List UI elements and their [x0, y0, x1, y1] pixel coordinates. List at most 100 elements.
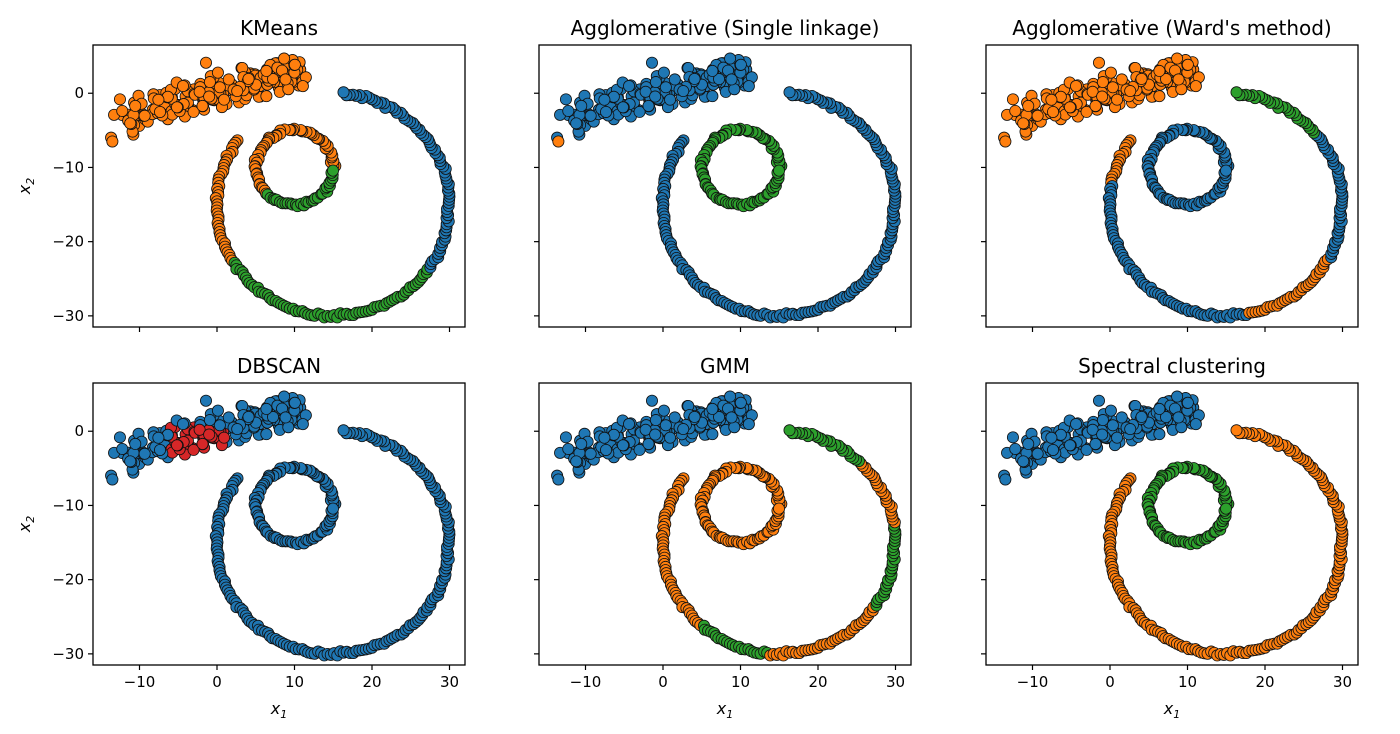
- data-point: [725, 73, 738, 86]
- data-point: [282, 421, 295, 434]
- data-point: [734, 58, 747, 71]
- data-point: [706, 64, 719, 77]
- subplot-2: Agglomerative (Single linkage): [534, 16, 912, 332]
- data-point: [1009, 104, 1022, 117]
- data-point: [1135, 410, 1148, 423]
- data-point: [706, 402, 719, 415]
- y-tick-label: 0: [74, 422, 84, 440]
- data-point: [211, 66, 224, 79]
- data-point: [1111, 431, 1124, 444]
- data-point: [129, 99, 142, 112]
- data-point: [218, 93, 231, 106]
- data-point: [668, 73, 681, 86]
- plot-frame: [538, 44, 912, 328]
- data-point: [664, 93, 677, 106]
- x-tick-label: −10: [124, 673, 156, 691]
- data-point: [278, 390, 291, 403]
- data-point: [639, 423, 652, 436]
- x-tick-label: 20: [1255, 673, 1274, 691]
- data-point: [1171, 52, 1184, 65]
- data-point: [1017, 117, 1030, 130]
- x-tick-label: 0: [212, 673, 222, 691]
- data-point: [222, 411, 235, 424]
- data-point: [639, 85, 652, 98]
- scatter-points: [105, 390, 456, 662]
- plot-frame: [538, 382, 912, 666]
- data-point: [633, 105, 646, 118]
- data-point: [213, 419, 226, 432]
- data-point: [1045, 431, 1058, 444]
- data-point: [260, 90, 273, 103]
- data-point: [242, 410, 255, 423]
- data-point: [617, 101, 630, 114]
- data-point: [1096, 414, 1109, 427]
- data-point: [1031, 447, 1044, 460]
- data-point: [688, 72, 701, 85]
- data-point: [152, 93, 165, 106]
- data-point: [1124, 85, 1137, 98]
- data-point: [1092, 56, 1105, 69]
- data-point: [1080, 105, 1093, 118]
- data-point: [668, 411, 681, 424]
- data-point: [196, 99, 209, 112]
- data-point: [129, 437, 142, 450]
- x-tick-label: 30: [440, 673, 459, 691]
- subplot-3: Agglomerative (Ward's method): [981, 16, 1359, 332]
- data-point: [570, 455, 583, 468]
- x-tick-label: −10: [570, 673, 602, 691]
- plot-frame: [985, 382, 1359, 666]
- data-point: [1047, 105, 1060, 118]
- data-point: [231, 85, 244, 98]
- y-tick-label: 0: [74, 84, 84, 102]
- data-point: [645, 56, 658, 69]
- x-axis-label: x1: [1163, 699, 1180, 721]
- plot-frame: [92, 382, 466, 666]
- data-point: [1104, 404, 1117, 417]
- data-point: [772, 502, 785, 515]
- data-point: [677, 423, 690, 436]
- data-point: [218, 431, 231, 444]
- y-tick-label: −10: [52, 158, 84, 176]
- data-point: [1153, 428, 1166, 441]
- subplot-1: KMeans 0 −10 −20 −30 x2: [15, 16, 466, 332]
- data-point: [203, 90, 216, 103]
- y-tick-label: −20: [52, 571, 84, 589]
- data-point: [728, 421, 741, 434]
- data-point: [1230, 424, 1243, 437]
- data-point: [1230, 86, 1243, 99]
- data-point: [657, 404, 670, 417]
- data-point: [196, 437, 209, 450]
- data-point: [772, 164, 785, 177]
- data-point: [1064, 439, 1077, 452]
- data-point: [1106, 81, 1119, 94]
- data-point: [598, 431, 611, 444]
- data-point: [1106, 419, 1119, 432]
- x-tick-label: 0: [1105, 673, 1115, 691]
- data-point: [713, 411, 726, 424]
- data-point: [1171, 390, 1184, 403]
- data-point: [742, 80, 755, 93]
- data-point: [1219, 164, 1232, 177]
- data-point: [623, 80, 636, 93]
- data-point: [724, 390, 737, 403]
- data-point: [642, 99, 655, 112]
- data-point: [706, 90, 719, 103]
- data-point: [677, 85, 690, 98]
- data-point: [154, 105, 167, 118]
- data-point: [649, 76, 662, 89]
- data-point: [288, 58, 301, 71]
- data-point: [1189, 418, 1202, 431]
- y-tick-label: −30: [52, 307, 84, 325]
- data-point: [598, 93, 611, 106]
- data-point: [242, 72, 255, 85]
- data-point: [1089, 99, 1102, 112]
- y-axis-label: x2: [15, 178, 37, 195]
- data-point: [623, 418, 636, 431]
- scatter-points: [105, 52, 456, 324]
- data-point: [999, 473, 1012, 486]
- data-point: [260, 64, 273, 77]
- data-point: [222, 73, 235, 86]
- data-point: [1160, 411, 1173, 424]
- data-point: [337, 86, 350, 99]
- scatter-points: [998, 52, 1349, 324]
